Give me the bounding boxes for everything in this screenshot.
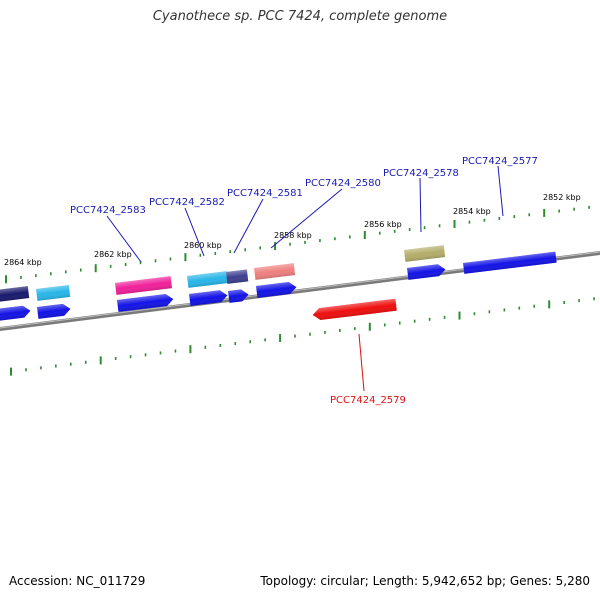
cds-arrow-7-shading: [407, 264, 446, 280]
gene-block-pcc7424-2579[interactable]: [312, 298, 397, 321]
gene-block-salmon[interactable]: [254, 263, 296, 280]
cds-arrow-5[interactable]: [228, 289, 249, 303]
accession-text: Accession: NC_011729: [9, 574, 146, 588]
cds-arrow-4-shading: [189, 290, 228, 306]
gene-block-navy-shading: [0, 286, 30, 302]
gene-label-pcc7424-2579[interactable]: PCC7424_2579: [330, 395, 406, 406]
cds-arrow-4[interactable]: [189, 289, 228, 306]
gene-labels: PCC7424_2583 PCC7424_2582 PCC7424_2581 P…: [70, 156, 538, 406]
gene-block-pcc7424-2577[interactable]: [463, 251, 557, 274]
tick-marks: [5, 205, 595, 376]
scale-label-2856: 2856 kbp: [364, 220, 402, 229]
leader-line-2581: [233, 198, 264, 254]
scale-labels: 2864 kbp 2862 kbp 2860 kbp 2858 kbp 2856…: [4, 193, 581, 267]
gene-block-cyan-1-shading: [36, 284, 71, 301]
gene-block-magenta[interactable]: [115, 276, 173, 295]
genome-summary-text: Topology: circular; Length: 5,942,652 bp…: [260, 574, 590, 588]
cds-arrow-6[interactable]: [256, 281, 297, 298]
scale-label-2854: 2854 kbp: [453, 207, 491, 216]
gene-label-pcc7424-2580[interactable]: PCC7424_2580: [305, 178, 381, 189]
gene-block-cyan-2[interactable]: [187, 271, 229, 288]
label-leader-lines: [106, 165, 504, 392]
map-title: Cyanothece sp. PCC 7424, complete genome: [152, 9, 448, 24]
gene-block-olive[interactable]: [404, 245, 446, 262]
gene-label-pcc7424-2577[interactable]: PCC7424_2577: [462, 156, 538, 167]
scale-label-2862: 2862 kbp: [94, 250, 132, 259]
cds-arrow-5-shading: [228, 289, 249, 303]
cds-arrow-1-shading: [0, 305, 31, 321]
gene-block-olive-shading: [404, 245, 446, 262]
cds-arrow-1[interactable]: [0, 305, 31, 321]
cds-arrow-7[interactable]: [407, 263, 446, 280]
gene-block-slate-shading: [226, 269, 249, 284]
leader-line-2579: [358, 333, 365, 392]
gene-block-salmon-shading: [254, 263, 296, 280]
gene-label-pcc7424-2582[interactable]: PCC7424_2582: [149, 197, 225, 208]
scale-label-2858: 2858 kbp: [274, 231, 312, 240]
leader-line-2582: [184, 207, 205, 257]
cds-arrow-2[interactable]: [37, 303, 71, 319]
cds-arrow-6-shading: [256, 281, 297, 298]
leader-line-2578: [419, 177, 422, 233]
scale-label-2864: 2864 kbp: [4, 258, 42, 267]
scale-label-2852: 2852 kbp: [543, 193, 581, 202]
gene-features: [0, 245, 557, 321]
gene-block-slate[interactable]: [226, 269, 249, 284]
cds-arrow-3-shading: [117, 294, 174, 312]
gene-label-pcc7424-2581[interactable]: PCC7424_2581: [227, 188, 303, 199]
gene-block-magenta-shading: [115, 276, 173, 295]
leader-line-2583: [106, 215, 142, 263]
gene-block-pcc7424-2577-shading: [463, 251, 557, 274]
leader-line-2580: [270, 188, 343, 249]
scale-label-2860: 2860 kbp: [184, 241, 222, 250]
cds-arrow-2-shading: [37, 303, 71, 319]
gene-label-pcc7424-2578[interactable]: PCC7424_2578: [383, 168, 459, 179]
gene-label-pcc7424-2583[interactable]: PCC7424_2583: [70, 205, 146, 216]
cds-arrow-3[interactable]: [117, 293, 174, 312]
gene-block-cyan-2-shading: [187, 271, 229, 288]
gene-block-pcc7424-2579-shading: [312, 298, 397, 321]
leader-line-2577: [497, 165, 504, 217]
gene-block-cyan-1[interactable]: [36, 284, 71, 301]
gene-block-navy[interactable]: [0, 286, 30, 302]
